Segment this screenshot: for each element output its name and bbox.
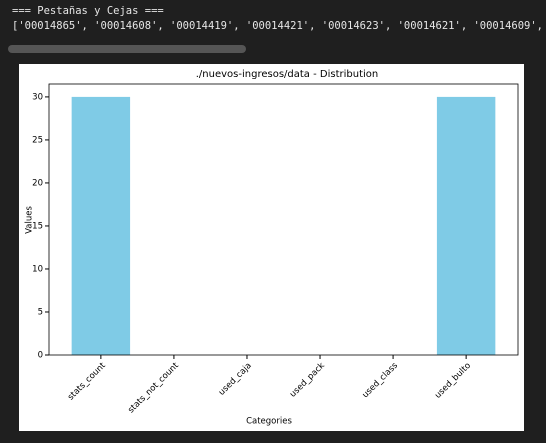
y-tick-label: 0 — [38, 351, 43, 361]
y-axis-label: Values — [25, 206, 35, 234]
axes-frame — [48, 83, 519, 356]
y-tick-label: 5 — [38, 307, 43, 317]
y-tick-label: 20 — [32, 178, 43, 188]
console-line: === Pestañas y Cejas === — [12, 5, 164, 17]
y-tick-label: 10 — [32, 264, 43, 274]
chart: ./nuevos-ingresos/data - Distribution Ca… — [19, 64, 524, 431]
y-tick-label: 15 — [32, 221, 43, 231]
bar — [436, 96, 496, 356]
console-line: ['00014865', '00014608', '00014419', '00… — [12, 20, 546, 32]
y-tick-label: 30 — [32, 92, 43, 102]
x-axis-label: Categories — [246, 417, 292, 427]
scrollbar[interactable] — [8, 45, 246, 53]
chart-title: ./nuevos-ingresos/data - Distribution — [196, 69, 378, 80]
y-tick-label: 25 — [32, 135, 43, 145]
bar — [71, 96, 131, 356]
